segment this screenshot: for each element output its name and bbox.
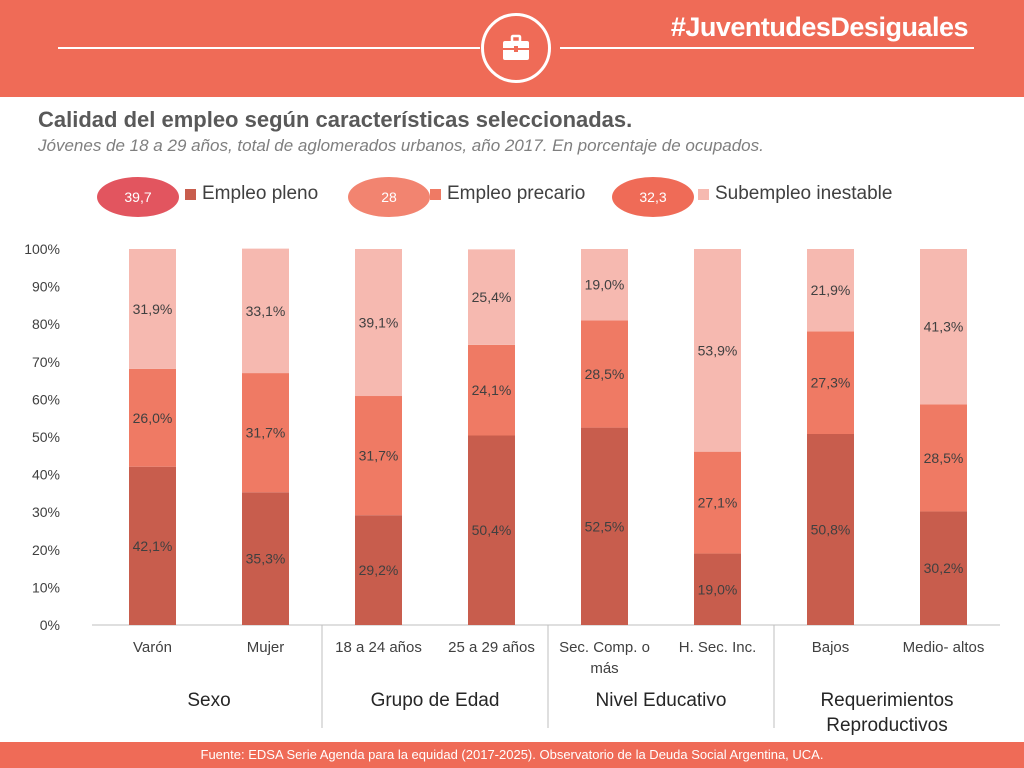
bar-segment bbox=[468, 344, 515, 436]
data-label: 42,1% bbox=[133, 538, 173, 554]
bar-segment bbox=[920, 249, 967, 405]
page-title: Calidad del empleo según características… bbox=[38, 107, 633, 132]
y-tick-label: 50% bbox=[32, 429, 60, 445]
header-divider-right bbox=[560, 47, 974, 49]
bar-segment bbox=[242, 373, 289, 493]
data-label: 30,2% bbox=[924, 560, 964, 576]
y-tick-label: 70% bbox=[32, 354, 60, 370]
category-label: más bbox=[590, 660, 618, 677]
bar-segment bbox=[807, 433, 854, 625]
legend-value-pill-subempleo: 32,3 bbox=[612, 177, 694, 217]
category-label: Medio- altos bbox=[903, 639, 985, 656]
bar-segment bbox=[807, 249, 854, 332]
y-tick-label: 40% bbox=[32, 467, 60, 483]
data-label: 39,1% bbox=[359, 315, 399, 331]
bar-segment bbox=[694, 249, 741, 452]
data-label: 29,2% bbox=[359, 562, 399, 578]
data-label: 53,9% bbox=[698, 342, 738, 358]
data-label: 41,3% bbox=[924, 319, 964, 335]
header-divider-left bbox=[58, 47, 480, 49]
legend-swatch-precario bbox=[430, 188, 441, 200]
data-label: 24,1% bbox=[472, 382, 512, 398]
legend-label-subempleo: Subempleo inestable bbox=[715, 183, 893, 204]
group-label: Grupo de Edad bbox=[371, 690, 500, 711]
data-label: 50,4% bbox=[472, 522, 512, 538]
data-label: 28,5% bbox=[924, 450, 964, 466]
data-label: 25,4% bbox=[472, 289, 512, 305]
hashtag-title: #JuventudesDesiguales bbox=[670, 12, 969, 42]
bar-segment bbox=[468, 249, 515, 345]
legend-value-pill-pleno: 39,7 bbox=[97, 177, 179, 217]
group-label: Requerimientos bbox=[820, 690, 953, 711]
data-label: 19,0% bbox=[698, 581, 738, 597]
bar-segment bbox=[355, 249, 402, 397]
bar-segment bbox=[581, 320, 628, 428]
data-label: 50,8% bbox=[811, 521, 851, 537]
bar-segment bbox=[920, 511, 967, 625]
y-tick-label: 20% bbox=[32, 542, 60, 558]
legend-swatch-subempleo bbox=[698, 188, 709, 200]
footer-source: Fuente: EDSA Serie Agenda para la equida… bbox=[0, 742, 1024, 768]
bar-segment bbox=[242, 492, 289, 625]
legend-label-precario: Empleo precario bbox=[447, 183, 586, 204]
category-label: Sec. Comp. o bbox=[559, 639, 650, 656]
bar-segment bbox=[694, 553, 741, 625]
data-label: 35,3% bbox=[246, 551, 286, 567]
legend-item-precario: Empleo precario bbox=[430, 183, 585, 205]
data-label: 33,1% bbox=[246, 303, 286, 319]
bar-segment bbox=[807, 331, 854, 434]
legend-swatch-pleno bbox=[185, 188, 196, 200]
category-label: Bajos bbox=[812, 639, 850, 656]
bar-segment bbox=[920, 404, 967, 512]
y-tick-label: 0% bbox=[40, 617, 60, 633]
bar-segment bbox=[581, 427, 628, 625]
legend-value-pill-precario: 28 bbox=[348, 177, 430, 217]
data-label: 27,3% bbox=[811, 375, 851, 391]
bar-segment bbox=[581, 249, 628, 321]
data-label: 27,1% bbox=[698, 495, 738, 511]
page-subtitle: Jóvenes de 18 a 29 años, total de aglome… bbox=[38, 136, 764, 155]
data-label: 21,9% bbox=[811, 282, 851, 298]
data-label: 19,0% bbox=[585, 277, 625, 293]
category-label: Varón bbox=[133, 639, 172, 656]
group-label: Nivel Educativo bbox=[596, 690, 727, 711]
group-label: Sexo bbox=[187, 690, 230, 711]
category-label: Mujer bbox=[247, 639, 285, 656]
data-label: 31,9% bbox=[133, 301, 173, 317]
bar-segment bbox=[129, 466, 176, 625]
category-label: H. Sec. Inc. bbox=[679, 639, 757, 656]
data-label: 31,7% bbox=[246, 425, 286, 441]
data-label: 52,5% bbox=[585, 518, 625, 534]
legend-item-pleno: Empleo pleno bbox=[185, 183, 318, 205]
bar-segment bbox=[694, 451, 741, 554]
bar-segment bbox=[468, 435, 515, 625]
y-tick-label: 60% bbox=[32, 391, 60, 407]
briefcase-icon bbox=[503, 34, 529, 60]
legend-label-pleno: Empleo pleno bbox=[202, 183, 319, 204]
header-banner: #JuventudesDesiguales bbox=[0, 0, 1024, 97]
data-label: 28,5% bbox=[585, 366, 625, 382]
y-tick-label: 10% bbox=[32, 579, 60, 595]
bar-segment bbox=[129, 249, 176, 369]
y-tick-label: 30% bbox=[32, 504, 60, 520]
briefcase-badge bbox=[481, 13, 551, 83]
bar-segment bbox=[129, 368, 176, 467]
data-label: 26,0% bbox=[133, 410, 173, 426]
bar-segment bbox=[355, 515, 402, 625]
bar-segment bbox=[242, 248, 289, 374]
y-tick-label: 80% bbox=[32, 316, 60, 332]
bar-segment bbox=[355, 396, 402, 516]
y-tick-label: 100% bbox=[24, 241, 60, 257]
data-label: 31,7% bbox=[359, 448, 399, 464]
category-label: 18 a 24 años bbox=[335, 639, 422, 656]
y-tick-label: 90% bbox=[32, 279, 60, 295]
group-label: Reproductivos bbox=[826, 715, 947, 736]
legend-item-subempleo: Subempleo inestable bbox=[698, 183, 892, 205]
category-label: 25 a 29 años bbox=[448, 639, 535, 656]
